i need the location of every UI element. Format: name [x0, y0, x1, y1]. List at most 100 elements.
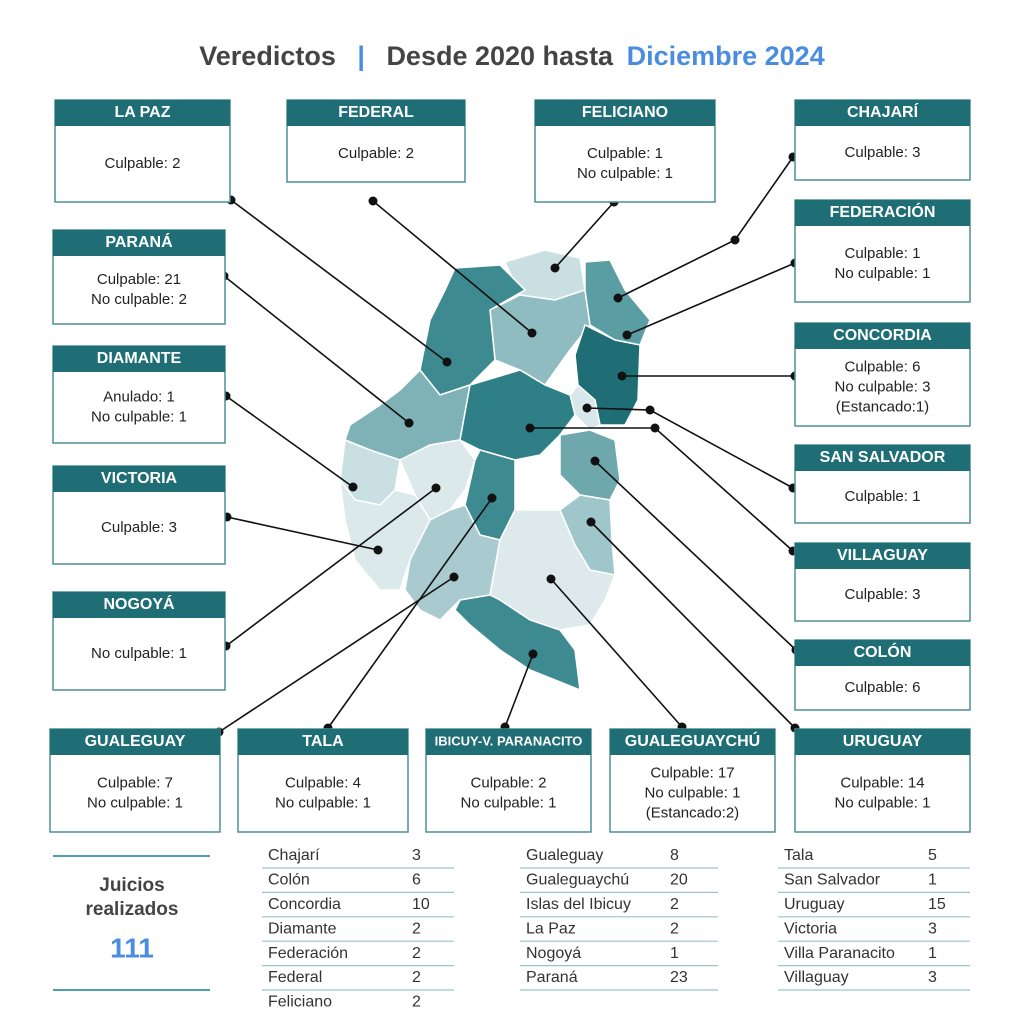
connector [372, 200, 533, 334]
table-name: La Paz [526, 920, 576, 937]
connector-dot [730, 235, 740, 245]
box-header [50, 729, 220, 755]
department-box: VILLAGUAY Culpable: 3 [794, 542, 971, 622]
connector-dot [582, 403, 592, 413]
table-value: 1 [928, 945, 937, 962]
department-box: VICTORIA Culpable: 3 [52, 465, 226, 565]
connector-dot [368, 196, 378, 206]
box-header [53, 466, 225, 492]
box-line: No culpable: 1 [835, 265, 931, 282]
box-line: Culpable: 3 [101, 519, 177, 536]
table-name: Victoria [784, 920, 837, 937]
box-title: VICTORIA [101, 470, 178, 487]
box-line: No culpable: 1 [87, 794, 183, 811]
box-line: No culpable: 1 [461, 794, 557, 811]
connector-dot [586, 517, 596, 527]
box-line: Culpable: 17 [650, 764, 734, 781]
box-title: CONCORDIA [833, 327, 932, 344]
summary-label: Juicios [99, 875, 164, 896]
box-header [55, 100, 230, 126]
box-header [238, 729, 408, 755]
table-value: 10 [412, 896, 430, 913]
department-box: NOGOYÁ No culpable: 1 [52, 591, 226, 691]
table: Chajarí 3 Colón 6 Concordia 10 Diamante 2 Federa… [262, 847, 970, 1011]
box-title: VILLAGUAY [837, 547, 928, 564]
connector-dot [622, 330, 632, 340]
box-title: IBICUY-V. PARANACITO [435, 733, 583, 748]
box-header [53, 592, 225, 618]
box-line: No culpable: 1 [275, 794, 371, 811]
department-box: COLÓN Culpable: 6 [794, 639, 971, 711]
box-line: Culpable: 3 [845, 144, 921, 161]
box-line: Culpable: 6 [845, 358, 921, 375]
table-name: Uruguay [784, 896, 844, 913]
table-name: Gualeguaychú [526, 872, 629, 889]
department-box: FELICIANO Culpable: 1 No culpable: 1 [534, 99, 716, 203]
box-title: COLÓN [854, 642, 912, 661]
box-line: Culpable: 1 [845, 245, 921, 262]
table-name: Nogoyá [526, 945, 581, 962]
box-line: Culpable: 3 [845, 586, 921, 603]
table-name: Chajarí [268, 847, 320, 864]
table-name: Federal [268, 969, 322, 986]
connector [230, 199, 448, 363]
table-value: 15 [928, 896, 946, 913]
box-header [610, 729, 775, 755]
title-highlight: Diciembre 2024 [627, 41, 825, 71]
box-header [795, 543, 970, 569]
connector-dot [645, 405, 655, 415]
box-line: No culpable: 1 [91, 408, 187, 425]
department-box: URUGUAY Culpable: 14 No culpable: 1 [794, 728, 971, 833]
department-box: CONCORDIA Culpable: 6 No culpable: 3 (Estan… [794, 322, 971, 427]
box-header [426, 729, 591, 755]
department-box: CHAJARÍ Culpable: 3 [794, 99, 971, 181]
title: Veredictos | Desde 2020 hasta Diciembre … [199, 41, 824, 71]
box-title: FEDERAL [338, 104, 414, 121]
box-header [795, 323, 970, 349]
department-box: LA PAZ Culpable: 2 [54, 99, 231, 203]
table-value: 3 [412, 847, 421, 864]
connector-dot [373, 545, 383, 555]
connector-dot [550, 263, 560, 273]
connector [218, 576, 455, 733]
table-name: Villa Paranacito [784, 945, 895, 962]
connector [225, 395, 354, 488]
table-value: 2 [670, 896, 679, 913]
department-box: IBICUY-V. PARANACITO Culpable: 2 No culpab… [425, 728, 592, 833]
connector-dot [348, 482, 358, 492]
table-value: 2 [412, 969, 421, 986]
table-name: San Salvador [784, 872, 881, 889]
connector [594, 460, 797, 651]
box-title: GUALEGUAY [85, 733, 186, 750]
table-value: 2 [412, 994, 421, 1011]
box-line: Culpable: 1 [845, 488, 921, 505]
connector-dot [431, 483, 441, 493]
box-line: No culpable: 1 [645, 784, 741, 801]
department-box: TALA Culpable: 4 No culpable: 1 [237, 728, 409, 833]
table-name: Paraná [526, 969, 578, 986]
connector-dot [590, 456, 600, 466]
box-header [795, 100, 970, 126]
connector [626, 262, 796, 336]
box-line: Culpable: 2 [105, 155, 181, 172]
summary-label: realizados [86, 899, 179, 920]
connector-dot [546, 574, 556, 584]
box-line: Culpable: 14 [840, 774, 924, 791]
connector [226, 516, 379, 551]
box-header [795, 729, 970, 755]
box-header [287, 100, 465, 126]
table-name: Tala [784, 847, 813, 864]
box-line: Culpable: 1 [587, 145, 663, 162]
box-header [795, 640, 970, 666]
department-box: FEDERACIÓN Culpable: 1 No culpable: 1 [794, 199, 971, 303]
table-value: 2 [670, 920, 679, 937]
box-line: Culpable: 4 [285, 774, 361, 791]
connector-dot [404, 418, 414, 428]
table-value: 1 [670, 945, 679, 962]
box-title: GUALEGUAYCHÚ [625, 731, 760, 750]
connector-dot [449, 572, 459, 582]
department-box: DIAMANTE Anulado: 1 No culpable: 1 [52, 345, 226, 444]
connector-dot [487, 493, 497, 503]
connector [504, 653, 534, 728]
table-name: Gualeguay [526, 847, 603, 864]
